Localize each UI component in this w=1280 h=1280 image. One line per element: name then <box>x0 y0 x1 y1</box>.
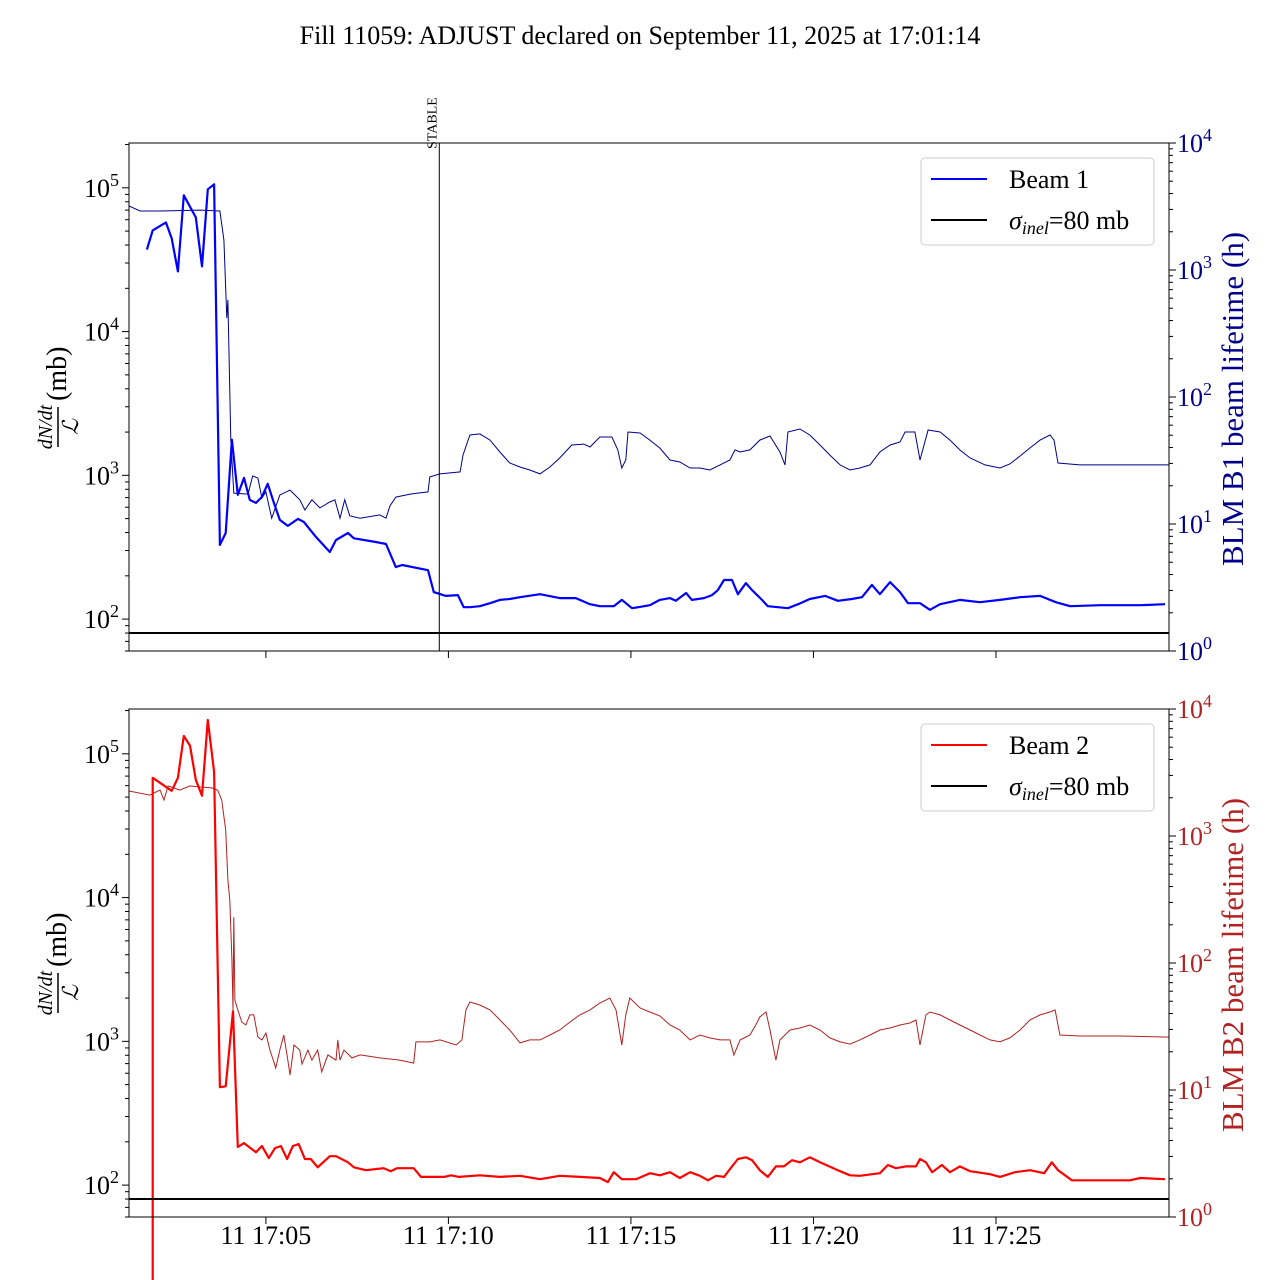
y-tick-label: 103 <box>84 457 119 490</box>
x-tick-label: 11 17:15 <box>586 1221 677 1250</box>
y-tick-label: 102 <box>84 1167 119 1200</box>
legend-label-sigma: σinel=80 mb <box>1009 772 1129 804</box>
y-label-numerator: dN/dt <box>35 970 57 1015</box>
x-tick-label: 11 17:20 <box>768 1221 859 1250</box>
y2-tick-label: 103 <box>1177 252 1212 285</box>
y-tick-label: 105 <box>84 736 119 769</box>
lifetime-line-beam2 <box>129 785 1169 1076</box>
legend: Beam 2 σinel=80 mb <box>920 723 1155 812</box>
y2-tick-label: 104 <box>1177 691 1212 724</box>
y-tick-label: 102 <box>84 601 119 634</box>
series-line-beam2 <box>151 718 1166 1280</box>
panel-beam1: STABLE 102 103 104 105 100 101 102 103 104 dN/dt ℒ (… <box>35 97 1250 666</box>
legend-label-beam: Beam 1 <box>1009 165 1089 194</box>
panel-beam2: 102 103 104 105 100 101 102 103 104 11 17:05 11 17… <box>35 691 1250 1280</box>
y-tick-label: 104 <box>84 880 119 913</box>
y2-axis-label: BLM B2 beam lifetime (h) <box>1215 798 1250 1132</box>
y-label-unit: (mb) <box>42 347 73 401</box>
y2-tick-label: 102 <box>1177 379 1212 412</box>
y2-tick-label: 101 <box>1177 1072 1212 1105</box>
legend-label-beam: Beam 2 <box>1009 731 1089 760</box>
y2-tick-label: 100 <box>1177 633 1212 666</box>
y-label-denominator: ℒ <box>58 418 83 435</box>
y-axis-label: dN/dt ℒ (mb) <box>35 347 83 450</box>
y2-tick-label: 103 <box>1177 818 1212 851</box>
stable-label: STABLE <box>425 97 440 149</box>
x-tick-label: 11 17:25 <box>951 1221 1042 1250</box>
chart-title: Fill 11059: ADJUST declared on September… <box>300 21 981 50</box>
y-label-denominator: ℒ <box>58 984 83 1001</box>
x-tick-label: 11 17:05 <box>221 1221 312 1250</box>
legend: Beam 1 σinel=80 mb <box>920 157 1155 246</box>
legend-label-sigma: σinel=80 mb <box>1009 206 1129 238</box>
y-tick-label: 105 <box>84 170 119 203</box>
y-tick-label: 104 <box>84 314 119 347</box>
y2-tick-label: 104 <box>1177 125 1212 158</box>
y2-tick-label: 102 <box>1177 945 1212 978</box>
y2-tick-label: 101 <box>1177 506 1212 539</box>
y2-tick-label: 100 <box>1177 1199 1212 1232</box>
series-line-beam1 <box>145 183 1166 611</box>
y-label-unit: (mb) <box>42 913 73 967</box>
y-label-numerator: dN/dt <box>35 404 57 449</box>
y-tick-label: 103 <box>84 1023 119 1056</box>
y-axis-label: dN/dt ℒ (mb) <box>35 913 83 1016</box>
x-tick-label: 11 17:10 <box>403 1221 494 1250</box>
y2-axis-label: BLM B1 beam lifetime (h) <box>1215 232 1250 566</box>
lifetime-line-beam1 <box>129 205 1169 521</box>
